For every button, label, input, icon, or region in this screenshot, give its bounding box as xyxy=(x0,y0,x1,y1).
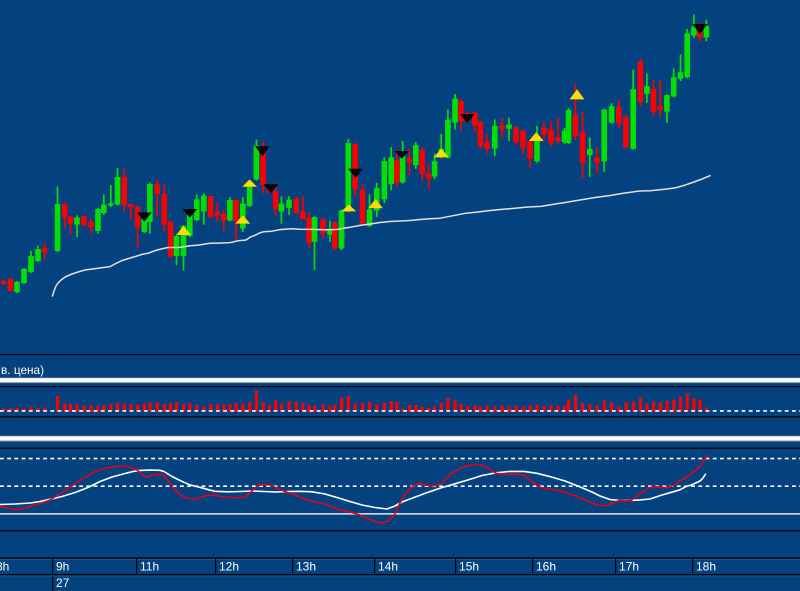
svg-text:14h: 14h xyxy=(378,560,398,574)
svg-text:16h: 16h xyxy=(536,560,556,574)
svg-text:12h: 12h xyxy=(219,560,239,574)
svg-text:15h: 15h xyxy=(459,560,479,574)
svg-text:17h: 17h xyxy=(619,560,639,574)
svg-text:13h: 13h xyxy=(296,560,316,574)
svg-text:в. цена): в. цена) xyxy=(1,363,44,377)
svg-text:9h: 9h xyxy=(56,560,69,574)
svg-text:11h: 11h xyxy=(140,560,159,574)
svg-text:18h: 18h xyxy=(696,560,716,574)
svg-text:8h: 8h xyxy=(0,560,9,574)
svg-text:27: 27 xyxy=(56,576,70,590)
